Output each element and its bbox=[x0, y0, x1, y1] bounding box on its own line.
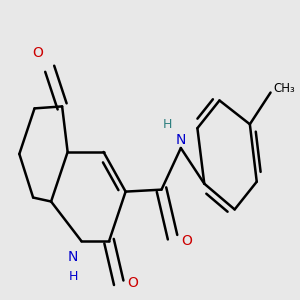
Text: CH₃: CH₃ bbox=[273, 82, 295, 95]
Text: H: H bbox=[68, 270, 78, 283]
Text: N: N bbox=[176, 133, 186, 147]
Text: H: H bbox=[162, 118, 172, 131]
Text: O: O bbox=[127, 276, 138, 290]
Text: O: O bbox=[32, 46, 43, 60]
Text: N: N bbox=[68, 250, 78, 264]
Text: O: O bbox=[181, 234, 192, 248]
